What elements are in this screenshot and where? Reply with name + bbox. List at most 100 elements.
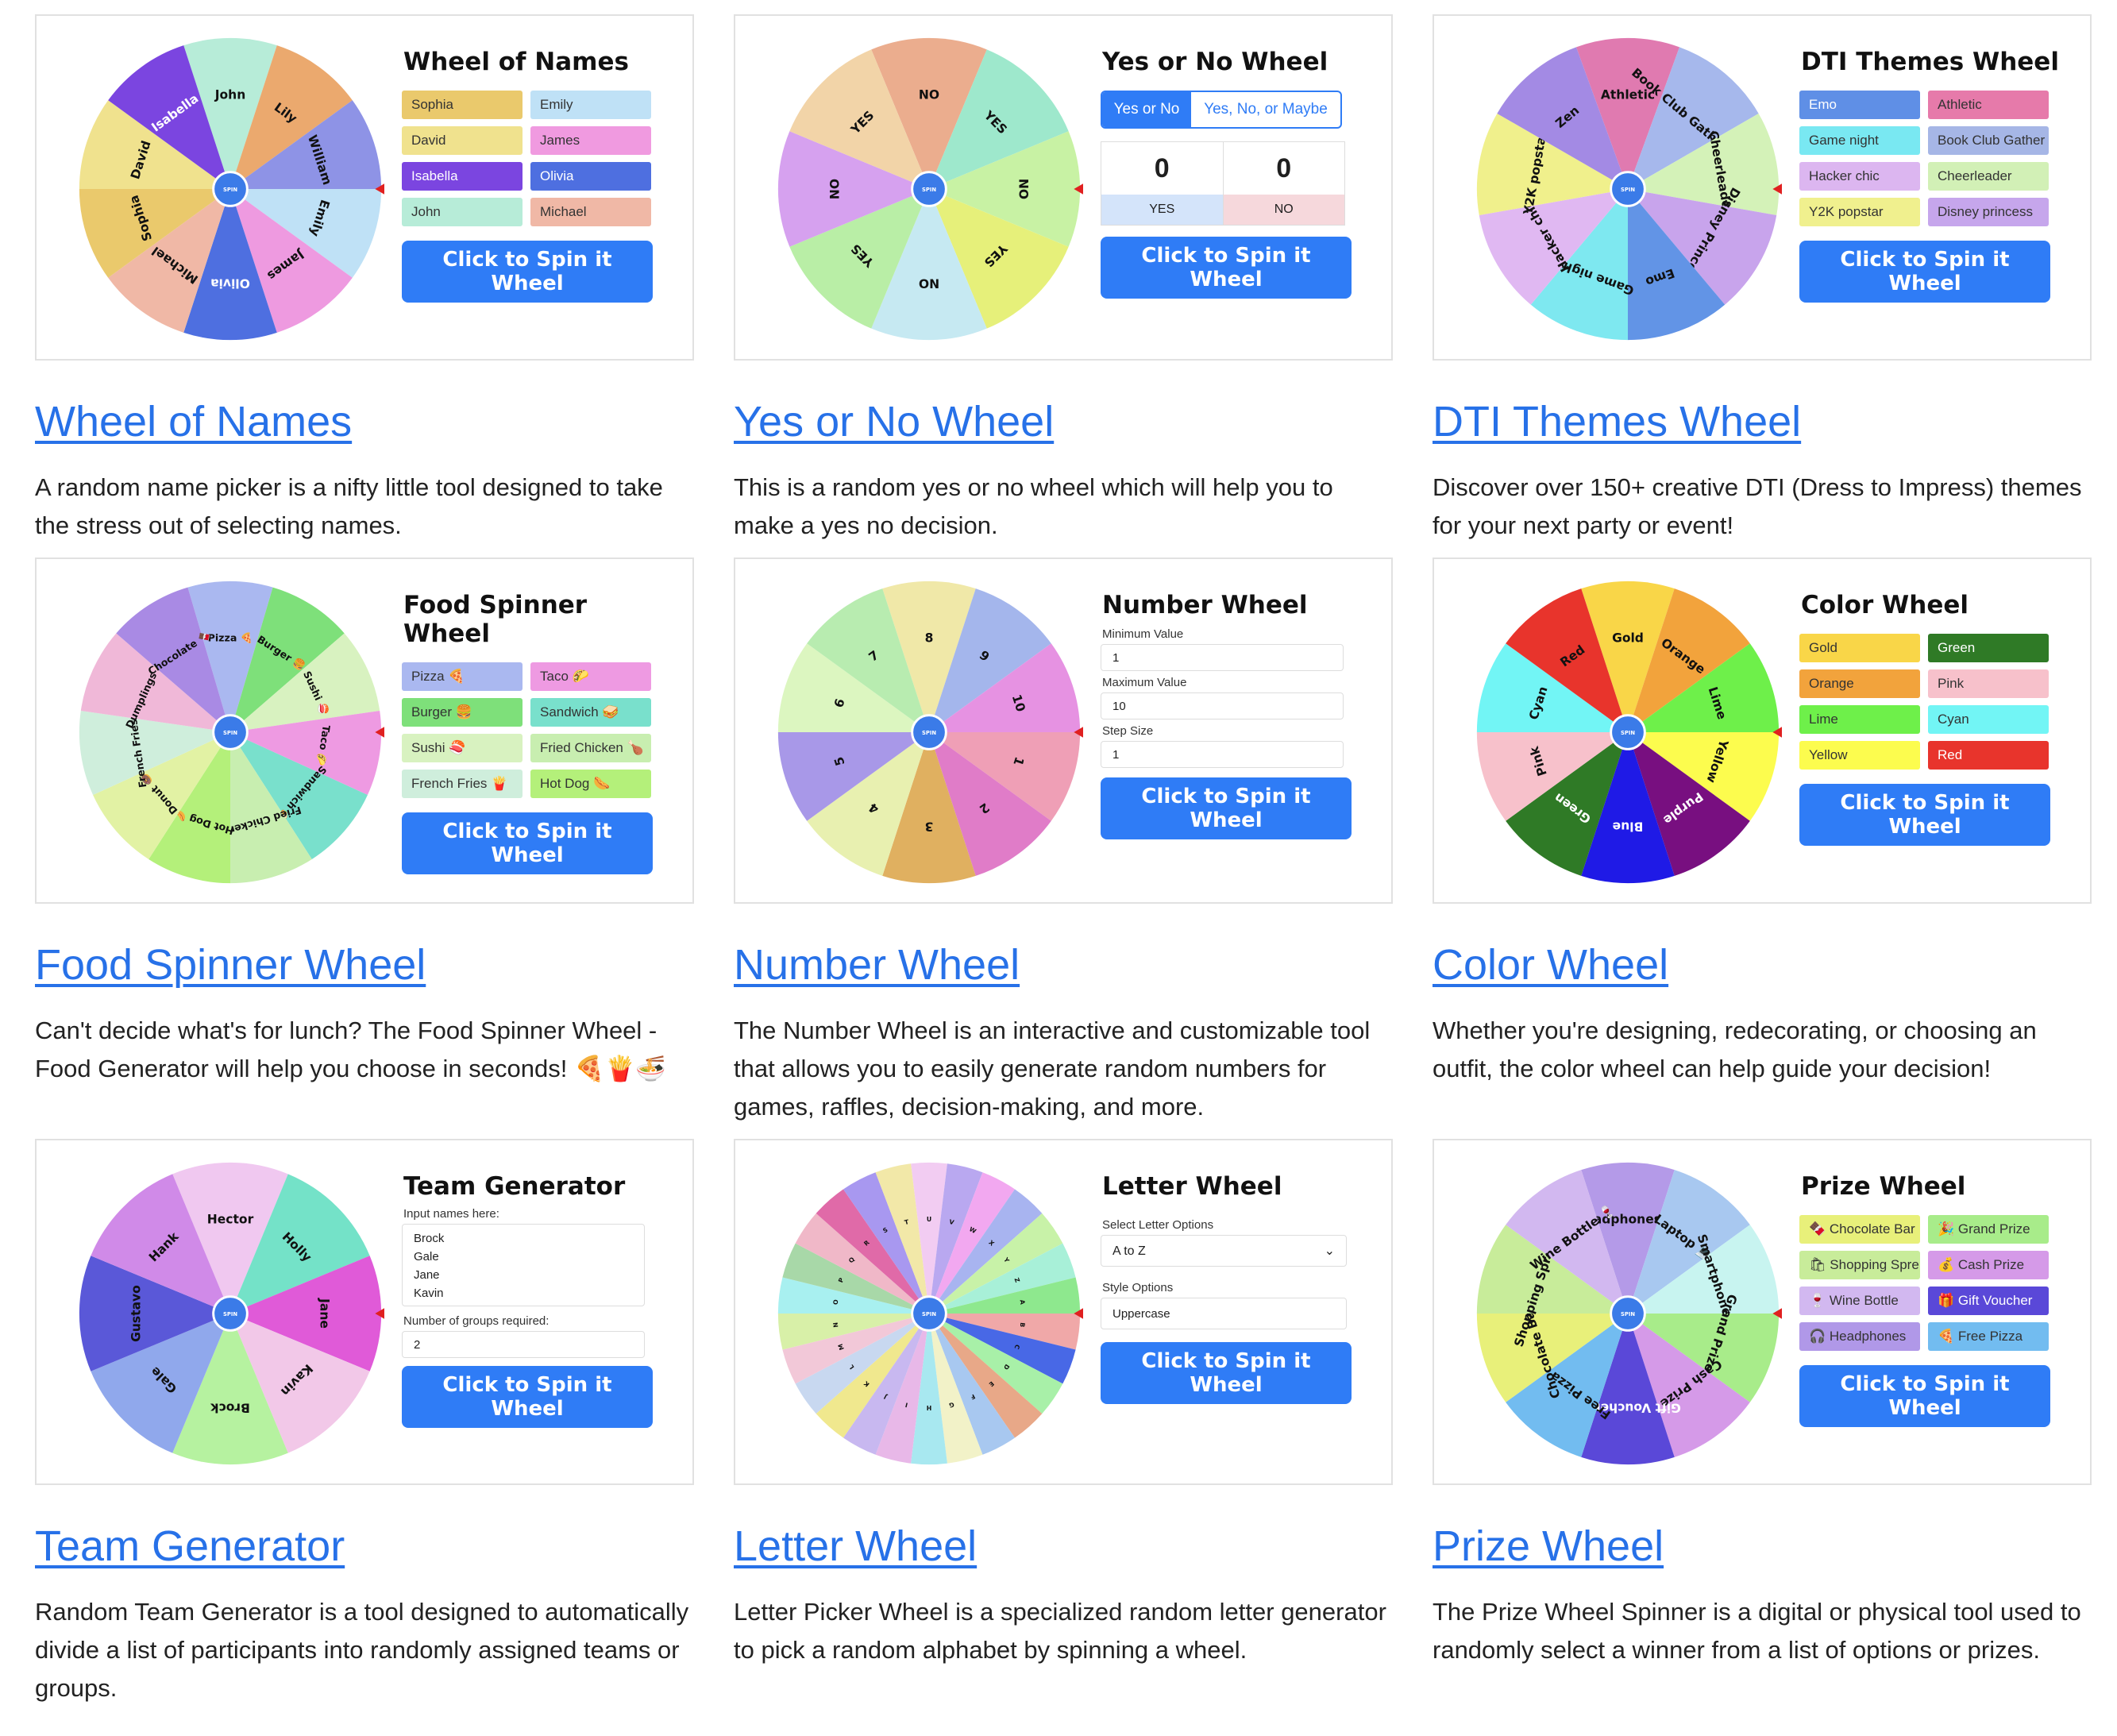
spin-hub[interactable] bbox=[1610, 171, 1646, 207]
result-counter: 0 YES 0 NO bbox=[1101, 141, 1345, 226]
wheel-segment-label: 6 bbox=[831, 697, 847, 710]
wheel-segment bbox=[789, 189, 929, 329]
spinner-wheel[interactable]: Headphones 🎧 Laptop 💻 Smartphone 📱 Grand Pr… bbox=[1474, 1159, 1782, 1468]
card-title-link[interactable]: DTI Themes Wheel bbox=[1433, 398, 1802, 446]
spin-button[interactable]: Click to Spin it Wheel bbox=[1799, 784, 2050, 846]
card-preview[interactable]: 8 9 10 1 2 3 4 5 6 7 SPIN Number Wheel Minimum Val… bbox=[734, 557, 1393, 904]
card-description: The Prize Wheel Spinner is a digital or … bbox=[1433, 1598, 2081, 1664]
style-options-input[interactable]: Uppercase bbox=[1101, 1298, 1347, 1329]
wheel-segment bbox=[777, 131, 929, 247]
max-value-input[interactable]: 10 bbox=[1101, 692, 1344, 719]
spin-hub[interactable] bbox=[212, 1295, 249, 1332]
wheel-segment bbox=[1628, 588, 1750, 732]
wheel-segment-label: Hector bbox=[207, 1213, 254, 1227]
spin-hub[interactable] bbox=[212, 714, 249, 750]
wheel-segment-label: 5 bbox=[831, 755, 847, 768]
spinner-wheel[interactable]: Gold Orange Lime Yellow Purple Blue Green Pink C… bbox=[1474, 578, 1782, 886]
wheel-segment-label: 10 bbox=[1009, 692, 1028, 713]
wheel-segment-label: Olivia bbox=[210, 276, 250, 290]
spin-button[interactable]: Click to Spin it Wheel bbox=[1799, 1365, 2050, 1427]
card-preview[interactable]: Pizza 🍕 Burger 🍔 Sushi 🍣 Taco 🌮 Sandwich 🥪 Fr… bbox=[35, 557, 694, 904]
card-title-link[interactable]: Letter Wheel bbox=[734, 1522, 978, 1570]
pointer-marker bbox=[1772, 183, 1782, 195]
spin-button[interactable]: Click to Spin it Wheel bbox=[402, 812, 653, 874]
spin-hub-label: SPIN bbox=[223, 730, 237, 736]
spin-button[interactable]: Click to Spin it Wheel bbox=[402, 241, 653, 303]
entry-chip: Cyan bbox=[1928, 705, 2049, 734]
spin-button[interactable]: Click to Spin it Wheel bbox=[1101, 777, 1352, 839]
spin-button[interactable]: Click to Spin it Wheel bbox=[1799, 241, 2050, 303]
mode-yes-no-maybe[interactable]: Yes, No, or Maybe bbox=[1204, 101, 1328, 118]
spin-button[interactable]: Click to Spin it Wheel bbox=[1101, 237, 1352, 299]
card-title-link[interactable]: Team Generator bbox=[35, 1522, 345, 1570]
wheel-segment bbox=[1476, 1225, 1628, 1314]
names-textarea[interactable]: Brock Gale Jane Kavin bbox=[402, 1224, 645, 1306]
wheel-segment bbox=[230, 732, 368, 859]
letter-options-value: A to Z bbox=[1112, 1244, 1146, 1258]
wheel-segment bbox=[1506, 732, 1628, 876]
wheel-segment bbox=[777, 1314, 929, 1350]
wheel-segment bbox=[911, 1162, 947, 1314]
card-description: Discover over 150+ creative DTI (Dress t… bbox=[1433, 473, 2082, 539]
letter-options-label: Select Letter Options bbox=[1102, 1218, 1214, 1232]
entry-chip: Gold bbox=[1799, 634, 1920, 662]
card-title-link[interactable]: Color Wheel bbox=[1433, 941, 1669, 989]
min-value-input[interactable]: 1 bbox=[1101, 644, 1344, 671]
step-size-input[interactable]: 1 bbox=[1101, 741, 1344, 768]
letter-options-select[interactable]: A to Z ⌄ bbox=[1101, 1235, 1347, 1267]
wheel-segment-label: O bbox=[832, 1299, 840, 1306]
spinner-wheel[interactable]: Hector Holly Jane Kavin Brock Gale Gustavo Hank… bbox=[76, 1159, 384, 1468]
spin-hub[interactable] bbox=[911, 171, 947, 207]
spin-hub[interactable] bbox=[911, 1295, 947, 1332]
spin-hub[interactable] bbox=[1610, 1295, 1646, 1332]
card-title-link[interactable]: Wheel of Names bbox=[35, 398, 353, 446]
wheel-segment-label: J bbox=[883, 1393, 889, 1401]
spinner-wheel[interactable]: U V W X Y Z A B C D E F G H I J K L M N O P Q R S T SPIN bbox=[775, 1159, 1083, 1468]
card-title-link[interactable]: Food Spinner Wheel bbox=[35, 941, 426, 989]
spinner-wheel[interactable]: 8 9 10 1 2 3 4 5 6 7 SPIN bbox=[775, 578, 1083, 886]
spin-hub[interactable] bbox=[911, 714, 947, 750]
names-label: Input names here: bbox=[403, 1207, 499, 1221]
card-preview[interactable]: John Lily William Emily James Olivia Michael So… bbox=[35, 14, 694, 361]
card-title-link[interactable]: Number Wheel bbox=[734, 941, 1020, 989]
card-title-link[interactable]: Prize Wheel bbox=[1433, 1522, 1664, 1570]
wheel-segment bbox=[875, 1163, 929, 1314]
entry-chip: Athletic bbox=[1928, 91, 2049, 119]
wheel-segment bbox=[1581, 581, 1675, 732]
wheel-segment bbox=[230, 732, 312, 884]
wheel-segment bbox=[172, 1162, 288, 1314]
wheel-segment bbox=[230, 189, 382, 278]
wheel-segment bbox=[929, 49, 1069, 189]
spinner-wheel[interactable]: NO YES NO YES NO YES NO YES SPIN bbox=[775, 35, 1083, 343]
card-preview[interactable]: NO YES NO YES NO YES NO YES SPIN Yes or No Wheel… bbox=[734, 14, 1393, 361]
wheel-segment bbox=[172, 1314, 288, 1465]
card-description: Can't decide what's for lunch? The Food … bbox=[35, 1017, 666, 1082]
spinner-wheel[interactable]: Pizza 🍕 Burger 🍔 Sushi 🍣 Taco 🌮 Sandwich 🥪 Fr… bbox=[76, 578, 384, 886]
spin-button[interactable]: Click to Spin it Wheel bbox=[402, 1366, 653, 1428]
spin-hub[interactable] bbox=[212, 171, 249, 207]
entry-chip: 🎁 Gift Voucher bbox=[1928, 1287, 2049, 1315]
entry-chip: Book Club Gather bbox=[1928, 126, 2049, 155]
wheel-segment-label: NO bbox=[1016, 179, 1030, 199]
spin-hub[interactable] bbox=[1610, 714, 1646, 750]
groups-input[interactable]: 2 bbox=[402, 1331, 645, 1358]
card-preview[interactable]: Hector Holly Jane Kavin Brock Gale Gustavo Hank… bbox=[35, 1139, 694, 1485]
wheel-segment bbox=[230, 1314, 370, 1453]
card-preview[interactable]: Gold Orange Lime Yellow Purple Blue Green Pink C… bbox=[1433, 557, 2092, 904]
wheel-segment bbox=[1628, 1314, 1750, 1457]
spin-button[interactable]: Click to Spin it Wheel bbox=[1101, 1342, 1352, 1404]
entry-list: Gold Green Orange Pink Lime Cyan Yellow Red bbox=[1799, 634, 2061, 770]
wheel-segment-label: U bbox=[927, 1216, 931, 1223]
card-preview[interactable]: U V W X Y Z A B C D E F G H I J K L M N O P Q R S T SPIN Letter Wh… bbox=[734, 1139, 1393, 1485]
spinner-wheel[interactable]: Athletic Book Club Gathering Cheerleader Di… bbox=[1474, 35, 1782, 343]
wheel-segment bbox=[911, 1314, 947, 1465]
wheel-segment bbox=[882, 581, 976, 732]
mode-yes-no[interactable]: Yes or No bbox=[1102, 92, 1191, 127]
wheel-segment-label: Blue bbox=[1613, 819, 1644, 833]
card-preview[interactable]: Headphones 🎧 Laptop 💻 Smartphone 📱 Grand Pr… bbox=[1433, 1139, 2092, 1485]
wheel-segment-label: M bbox=[837, 1343, 846, 1351]
spinner-wheel[interactable]: John Lily William Emily James Olivia Michael So… bbox=[76, 35, 384, 343]
wheel-segment bbox=[1530, 189, 1628, 341]
card-title-link[interactable]: Yes or No Wheel bbox=[734, 398, 1055, 446]
card-preview[interactable]: Athletic Book Club Gathering Cheerleader Di… bbox=[1433, 14, 2092, 361]
